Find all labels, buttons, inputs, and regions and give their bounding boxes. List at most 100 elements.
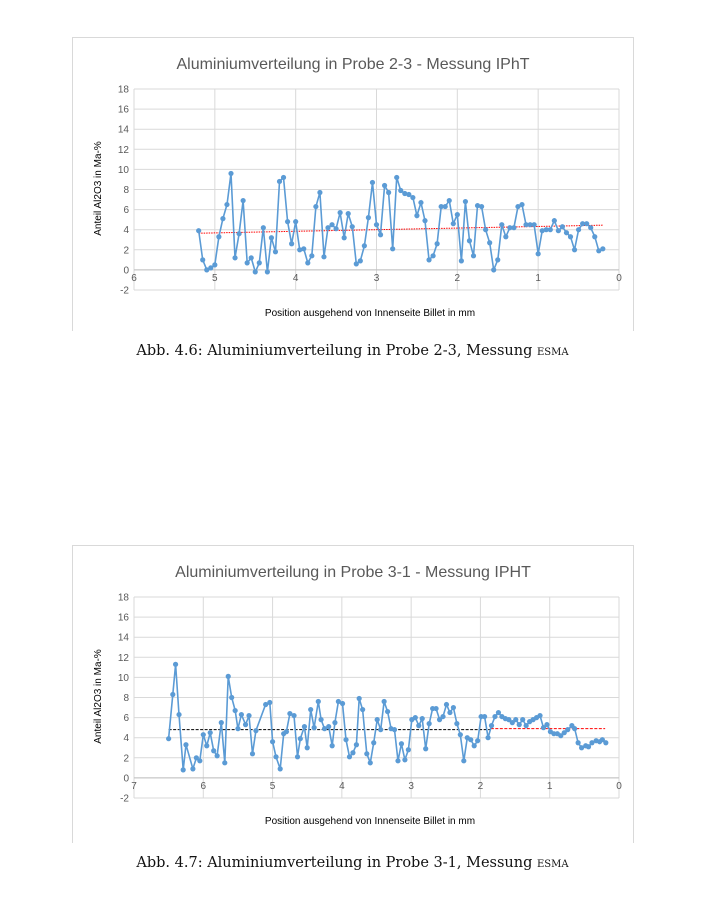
data-point bbox=[349, 224, 355, 230]
data-point bbox=[207, 730, 213, 736]
data-point bbox=[485, 735, 491, 741]
data-point bbox=[222, 760, 228, 766]
data-point bbox=[225, 673, 231, 679]
y-tick-label: 10 bbox=[118, 165, 130, 176]
data-point bbox=[204, 267, 210, 273]
data-point bbox=[374, 717, 380, 723]
data-point bbox=[367, 760, 373, 766]
data-point bbox=[318, 717, 324, 723]
data-point bbox=[544, 722, 550, 728]
data-point bbox=[304, 745, 310, 751]
data-point bbox=[256, 260, 262, 266]
data-point bbox=[539, 228, 545, 234]
data-point bbox=[305, 260, 311, 266]
data-point bbox=[335, 698, 341, 705]
data-point bbox=[515, 203, 521, 210]
data-point bbox=[430, 253, 436, 259]
data-point bbox=[289, 241, 295, 247]
data-point bbox=[232, 707, 238, 714]
data-point bbox=[176, 711, 182, 718]
data-point bbox=[218, 720, 224, 726]
data-point bbox=[575, 227, 582, 233]
data-point bbox=[381, 182, 388, 189]
y-tick-label: 16 bbox=[118, 105, 130, 116]
x-tick-label: 3 bbox=[374, 273, 380, 284]
data-point bbox=[311, 725, 317, 731]
x-tick-label: 5 bbox=[212, 273, 218, 284]
data-point bbox=[267, 699, 273, 706]
data-point bbox=[253, 728, 259, 734]
data-point bbox=[356, 695, 362, 702]
data-point bbox=[395, 758, 401, 764]
x-tick-label: 2 bbox=[455, 273, 461, 284]
data-point bbox=[487, 240, 493, 246]
caption-suffix: esma bbox=[536, 855, 569, 871]
y-tick-label: 16 bbox=[118, 613, 130, 624]
data-point bbox=[585, 744, 592, 750]
data-point bbox=[433, 705, 439, 712]
data-point bbox=[491, 267, 497, 273]
data-point bbox=[446, 197, 452, 204]
y-tick-label: 0 bbox=[123, 773, 129, 784]
data-point bbox=[373, 222, 380, 228]
data-point bbox=[287, 710, 293, 717]
chart-title: Aluminiumverteilung in Probe 2-3 - Messu… bbox=[176, 56, 529, 73]
data-point bbox=[603, 740, 609, 746]
data-point bbox=[353, 742, 360, 748]
data-point bbox=[391, 727, 398, 733]
data-point bbox=[405, 747, 411, 753]
y-tick-label: 14 bbox=[118, 633, 130, 644]
data-point bbox=[220, 216, 226, 222]
y-tick-label: 8 bbox=[123, 693, 129, 704]
data-point bbox=[513, 717, 519, 723]
chart-frame-probe-2-3: Aluminiumverteilung in Probe 2-3 - Messu… bbox=[72, 37, 634, 331]
data-point bbox=[229, 694, 235, 701]
data-point bbox=[200, 732, 206, 738]
data-point bbox=[537, 712, 543, 719]
data-point bbox=[200, 257, 206, 263]
y-tick-label: -2 bbox=[120, 794, 129, 805]
y-tick-label: 4 bbox=[123, 733, 129, 744]
data-point bbox=[309, 253, 315, 259]
data-point bbox=[390, 246, 396, 252]
data-point bbox=[470, 253, 477, 259]
data-point bbox=[434, 241, 440, 247]
data-point bbox=[578, 745, 585, 751]
data-point bbox=[418, 199, 424, 206]
y-axis-label: Anteil Al2O3 in Ma-% bbox=[93, 649, 104, 744]
caption-label: Abb. 4.6: bbox=[136, 343, 203, 359]
caption-suffix: esma bbox=[536, 343, 569, 359]
data-point bbox=[183, 742, 189, 748]
data-point bbox=[561, 730, 567, 736]
data-point bbox=[450, 221, 456, 227]
y-axis-label: Anteil Al2O3 in Ma-% bbox=[93, 141, 104, 236]
data-point bbox=[365, 215, 372, 221]
data-point bbox=[450, 704, 457, 711]
y-tick-label: 10 bbox=[118, 673, 130, 684]
data-point bbox=[269, 739, 276, 745]
data-point bbox=[492, 713, 498, 720]
y-tick-label: 2 bbox=[123, 245, 129, 256]
data-point bbox=[422, 218, 428, 224]
data-point bbox=[260, 225, 266, 231]
data-point bbox=[369, 179, 376, 186]
data-point bbox=[543, 227, 549, 233]
data-point bbox=[551, 218, 557, 224]
data-point bbox=[520, 717, 526, 723]
data-point bbox=[457, 732, 463, 738]
caption-text: Aluminiumverteilung in Probe 2-3, Messun… bbox=[207, 343, 533, 359]
data-point bbox=[224, 201, 230, 208]
y-tick-label: -2 bbox=[120, 286, 129, 297]
data-point bbox=[180, 767, 186, 773]
data-point bbox=[462, 198, 469, 205]
data-point bbox=[341, 235, 347, 241]
figure-caption-4-6: Abb. 4.6: Aluminiumverteilung in Probe 2… bbox=[0, 343, 705, 359]
x-tick-label: 0 bbox=[616, 273, 622, 284]
data-point bbox=[402, 757, 408, 763]
y-tick-label: 14 bbox=[118, 125, 130, 136]
data-point bbox=[547, 227, 553, 233]
y-tick-label: 6 bbox=[123, 205, 129, 216]
y-tick-label: 6 bbox=[123, 713, 129, 724]
chart-probe-3-1: Aluminiumverteilung in Probe 3-1 - Messu… bbox=[93, 564, 622, 827]
data-point bbox=[371, 740, 377, 746]
